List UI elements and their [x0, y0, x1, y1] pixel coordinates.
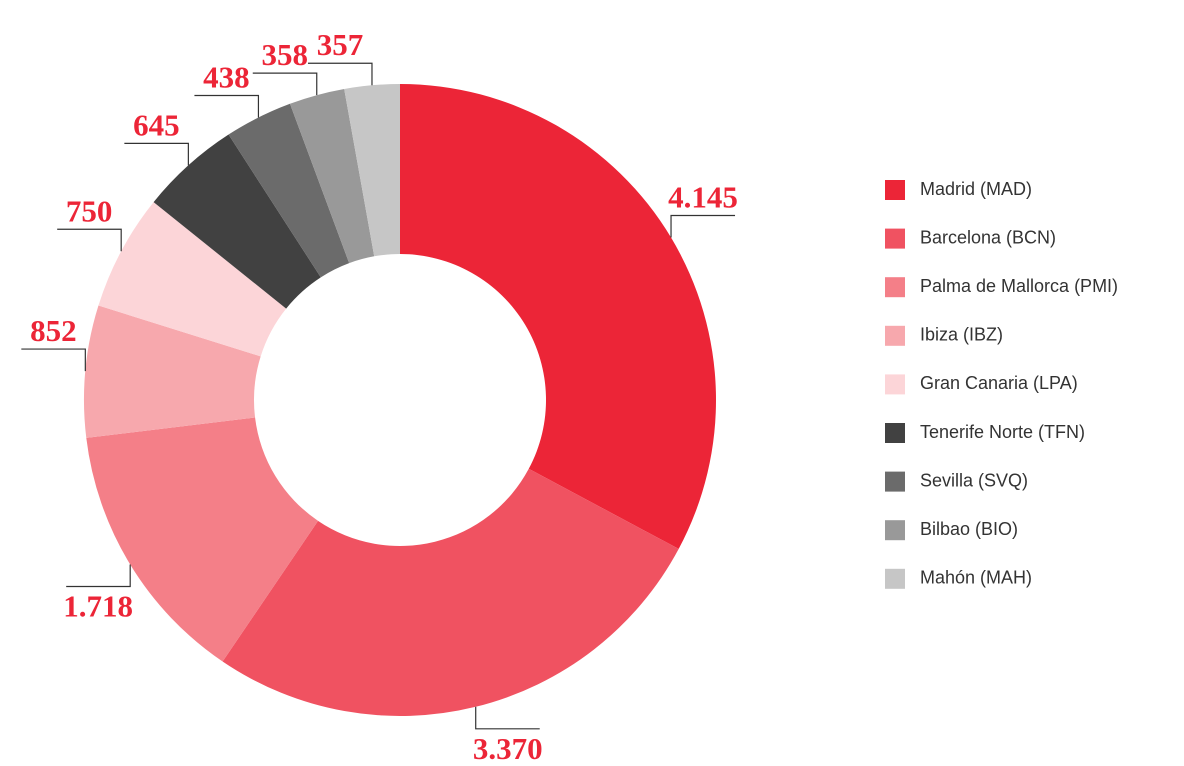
legend-swatch [885, 277, 905, 298]
legend-swatch [885, 325, 905, 346]
slice [84, 305, 261, 438]
legend-swatch [885, 568, 905, 589]
legend-label: Madrid (MAD) [920, 179, 1032, 199]
legend-swatch [885, 180, 905, 200]
value-label: 750 [66, 193, 113, 228]
legend-label: Tenerife Norte (TFN) [920, 422, 1085, 442]
leader-line [475, 706, 540, 730]
value-label: 438 [203, 59, 250, 94]
value-label: 1.718 [63, 588, 133, 623]
legend-label: Barcelona (BCN) [920, 227, 1056, 247]
slice [228, 103, 350, 278]
value-label: 852 [30, 313, 77, 348]
legend-swatch [885, 471, 905, 492]
legend-label: Ibiza (IBZ) [920, 325, 1003, 345]
leader-line [307, 62, 373, 86]
legend-swatch [885, 374, 905, 395]
leader-line [252, 72, 318, 96]
slice [86, 417, 319, 662]
legend-label: Gran Canaria (LPA) [920, 373, 1078, 393]
legend-label: Bilbao (BIO) [920, 519, 1018, 539]
leader-line [66, 564, 131, 588]
value-label: 3.370 [473, 731, 543, 766]
legend-swatch [885, 520, 905, 541]
slice [222, 468, 679, 716]
leader-line [57, 228, 122, 252]
value-label: 357 [317, 27, 364, 62]
legend-label: Mahón (MAH) [920, 568, 1032, 588]
leader-line [124, 142, 189, 166]
value-label: 358 [262, 37, 309, 72]
legend-label: Sevilla (SVQ) [920, 470, 1028, 490]
value-label: 4.145 [668, 180, 738, 215]
leader-line [194, 94, 260, 118]
leader-line [670, 214, 736, 238]
leader-line [21, 348, 86, 372]
slice [289, 88, 375, 264]
slice [400, 84, 716, 549]
slice [153, 134, 321, 309]
legend-label: Palma de Mallorca (PMI) [920, 276, 1118, 296]
slice [98, 202, 287, 357]
legend-swatch [885, 423, 905, 443]
legend-swatch [885, 228, 905, 249]
value-label: 645 [133, 107, 180, 142]
slice [344, 84, 400, 257]
